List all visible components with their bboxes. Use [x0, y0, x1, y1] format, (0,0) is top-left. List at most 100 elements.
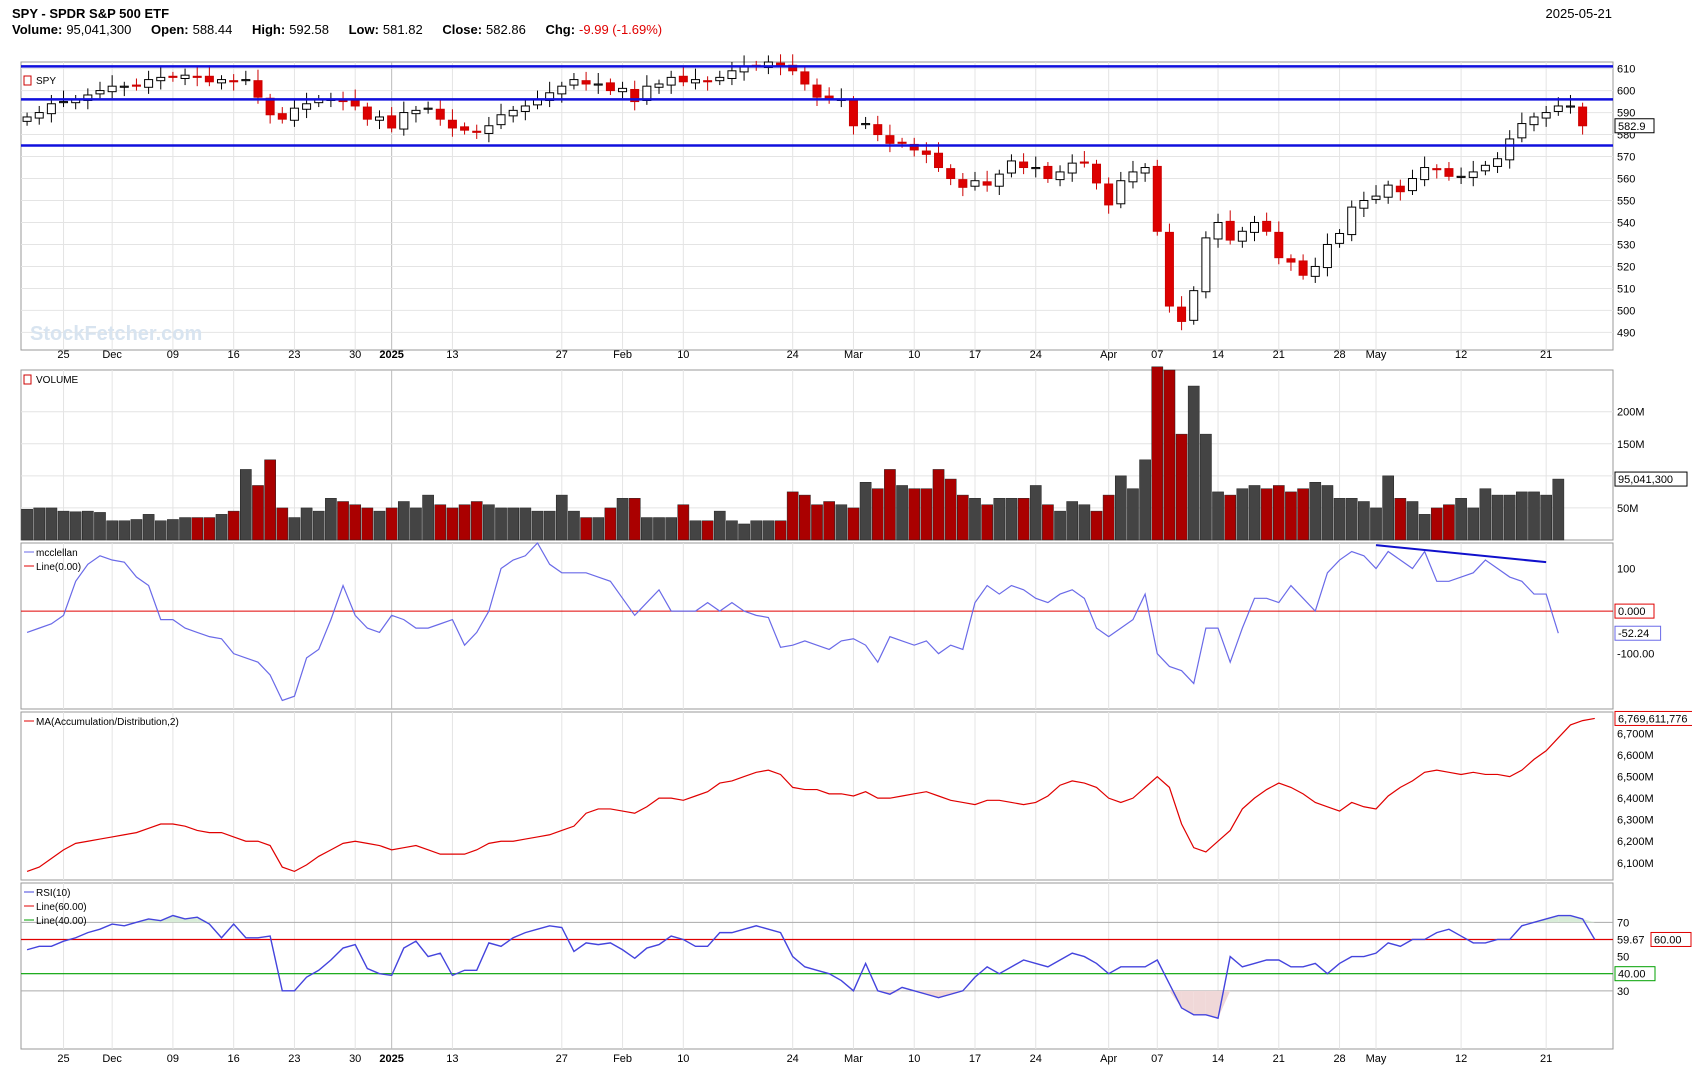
volume-y-tick-label: 50M — [1617, 503, 1638, 515]
candle-body — [59, 101, 69, 104]
candle-body — [411, 109, 421, 115]
volume-bar — [1163, 369, 1176, 541]
volume-bar — [835, 504, 848, 541]
candle-body — [265, 97, 275, 116]
price-y-tick-label: 540 — [1617, 217, 1635, 229]
volume-bar — [422, 494, 434, 541]
volume-bar — [1017, 498, 1030, 541]
volume-bar — [628, 498, 641, 541]
volume-bar — [1200, 433, 1212, 541]
candle-body — [472, 130, 482, 133]
volume-bar — [1236, 488, 1249, 541]
volume-bar — [799, 494, 811, 541]
volume-bar — [689, 520, 702, 541]
volume-bar — [191, 517, 204, 541]
x-tick-label: 13 — [446, 349, 458, 361]
ad-y-tick-label: 6,700M — [1617, 729, 1654, 741]
candle-body — [618, 87, 628, 93]
ad-y-tick-label: 6,400M — [1617, 793, 1654, 805]
candle-body — [131, 84, 141, 87]
x-tick-label: Mar — [844, 1053, 863, 1065]
volume-bar — [1345, 498, 1358, 541]
volume-bar — [312, 510, 325, 541]
candle-body — [1043, 165, 1053, 180]
rsi-overbought-shade — [1570, 915, 1583, 923]
volume-bar — [1029, 485, 1042, 541]
x-tick-label: Feb — [613, 1053, 632, 1065]
volume-bar — [701, 520, 714, 541]
rsi-60-box — [1650, 931, 1692, 947]
candle-body — [1006, 160, 1016, 174]
volume-bar — [847, 507, 860, 541]
candle-body — [1407, 178, 1417, 192]
header: SPY - SPDR S&P 500 ETF Volume: 95,041,300… — [12, 6, 666, 37]
volume-bar — [94, 512, 106, 541]
volume-bar — [337, 501, 349, 541]
mcclellan-zero-value: 0.000 — [1618, 606, 1646, 618]
volume-bar — [580, 517, 592, 541]
candle-body — [1578, 106, 1588, 127]
volume-bar — [604, 507, 617, 541]
candle-body — [873, 124, 883, 136]
candle-body — [1067, 162, 1077, 174]
candle-body — [1286, 258, 1296, 263]
candle-body — [520, 105, 530, 112]
volume-bar — [750, 520, 763, 541]
x-tick-label: 17 — [969, 349, 981, 361]
price-y-tick-label: 500 — [1617, 305, 1635, 317]
x-tick-label: 30 — [349, 349, 361, 361]
candle-body — [946, 168, 956, 180]
volume-bar — [713, 510, 726, 541]
volume-bar — [859, 482, 872, 541]
volume-bar — [130, 519, 143, 541]
x-tick-label: 09 — [167, 349, 179, 361]
candle-body — [375, 116, 385, 121]
rsi-60-value: 60.00 — [1654, 934, 1682, 946]
candle-body — [22, 116, 32, 122]
candle-body — [1249, 221, 1259, 233]
ad-y-tick-label: 6,600M — [1617, 750, 1654, 762]
price-legend-label: SPY — [36, 76, 56, 87]
candle-body — [423, 107, 433, 110]
volume-bar — [908, 488, 921, 541]
candle-body — [982, 181, 992, 186]
volume-bar — [1382, 475, 1395, 541]
candle-body — [1529, 116, 1539, 126]
candle-body — [897, 141, 907, 144]
candle-body — [204, 75, 214, 83]
candle-body — [277, 113, 287, 120]
rsi-last-value: 59.67 — [1617, 934, 1645, 946]
price-last-value: 582.9 — [1618, 121, 1646, 133]
candle-body — [1213, 221, 1223, 240]
candle-body — [302, 103, 312, 110]
ad-last-value-box — [1614, 710, 1692, 726]
candle-body — [848, 99, 858, 127]
candle-body — [399, 112, 409, 130]
mcclellan-last-value-box — [1614, 625, 1662, 641]
volume-bar — [1224, 494, 1237, 541]
rsi-reference-legend-label: Line(60.00) — [36, 902, 87, 913]
x-tick-label: 21 — [1540, 1053, 1552, 1065]
candle-body — [241, 79, 251, 82]
volume-legend-label: VOLUME — [36, 375, 79, 386]
candle-body — [994, 173, 1004, 187]
volume-bar — [264, 459, 276, 541]
volume-bar — [1297, 488, 1309, 541]
volume-bar — [871, 488, 884, 541]
panel-frame — [20, 61, 1614, 351]
x-tick-label: 21 — [1273, 1053, 1285, 1065]
candle-body — [1237, 230, 1247, 242]
x-tick-label: May — [1366, 1053, 1387, 1065]
rsi-y-tick-label: 70 — [1617, 917, 1629, 929]
candle-body — [180, 74, 190, 79]
close-value: 582.86 — [486, 22, 526, 37]
candle-body — [1480, 164, 1490, 172]
candle-body — [1541, 112, 1551, 119]
rsi-overbought-shade — [172, 915, 186, 923]
volume-bar — [1260, 488, 1273, 541]
ad-legend-label: MA(Accumulation/Distribution,2) — [36, 717, 179, 728]
volume-bar — [1321, 485, 1334, 541]
candle-body — [1262, 220, 1272, 232]
candle-body — [1225, 220, 1235, 241]
price-y-tick-label: 610 — [1617, 64, 1635, 76]
